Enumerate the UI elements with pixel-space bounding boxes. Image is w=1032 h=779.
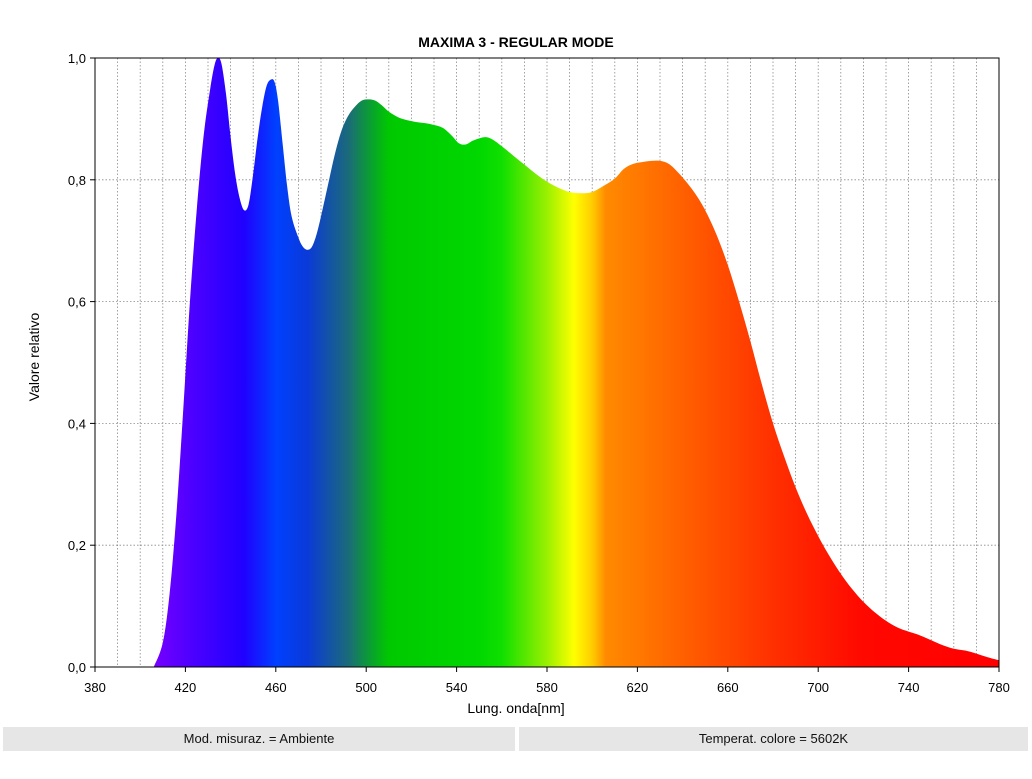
x-tick-label: 460 (265, 680, 287, 695)
x-tick-label: 380 (84, 680, 106, 695)
x-tick-label: 420 (175, 680, 197, 695)
x-tick-label: 660 (717, 680, 739, 695)
x-tick-label: 500 (355, 680, 377, 695)
y-axis-label: Valore relativo (26, 313, 42, 402)
y-tick-label: 0,0 (68, 660, 86, 675)
x-tick-label: 740 (898, 680, 920, 695)
y-axis: 0,0 0,2 0,4 0,6 0,8 1,0 (68, 51, 95, 675)
chart-title: MAXIMA 3 - REGULAR MODE (418, 34, 613, 50)
y-tick-label: 0,6 (68, 295, 86, 310)
y-tick-label: 0,2 (68, 538, 86, 553)
measurement-mode-label: Mod. misuraz. = Ambiente (3, 727, 515, 751)
x-tick-label: 540 (446, 680, 468, 695)
x-tick-label: 700 (807, 680, 829, 695)
x-axis: 380 420 460 500 540 580 620 660 700 740 780 (84, 667, 1010, 695)
spectrum-chart: 380 420 460 500 540 580 620 660 700 740 780 0,0 0,2… (26, 34, 1010, 716)
y-tick-label: 0,4 (68, 416, 86, 431)
y-tick-label: 0,8 (68, 173, 86, 188)
spectrum-area (153, 58, 999, 667)
x-tick-label: 620 (627, 680, 649, 695)
x-tick-label: 780 (988, 680, 1010, 695)
status-footer: Mod. misuraz. = Ambiente Temperat. color… (0, 727, 1032, 751)
y-tick-label: 1,0 (68, 51, 86, 66)
x-tick-label: 580 (536, 680, 558, 695)
color-temperature-label: Temperat. colore = 5602K (519, 727, 1028, 751)
x-axis-label: Lung. onda[nm] (467, 700, 564, 716)
